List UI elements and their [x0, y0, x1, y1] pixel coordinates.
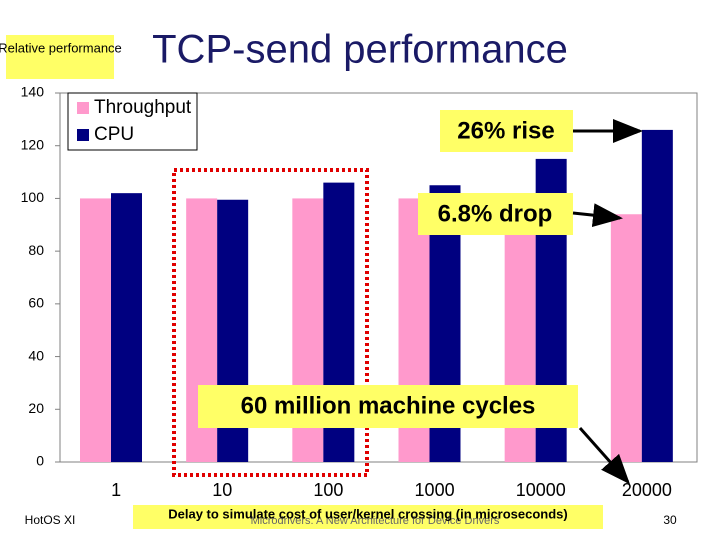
legend-label: CPU: [94, 124, 134, 145]
footer-center: Microdrivers: A New Architecture for Dev…: [251, 515, 500, 527]
legend-label: Throughput: [94, 97, 192, 118]
x-tick-label: 1000: [415, 480, 455, 500]
annotation: 6.8% drop: [438, 200, 553, 227]
legend-swatch: [77, 102, 89, 114]
y-tick-label: 60: [28, 295, 44, 311]
y-label-box: [6, 35, 114, 79]
y-axis-label: Relative performance: [0, 40, 122, 55]
x-label-box: [133, 505, 603, 529]
x-tick-label: 1: [111, 480, 121, 500]
footer-left: HotOS XI: [25, 513, 76, 527]
annotation-box: [198, 385, 578, 428]
arrow: [572, 203, 623, 228]
annotation: 26% rise: [457, 117, 554, 144]
chart-title: TCP-send performance: [152, 28, 568, 72]
bar: [111, 193, 142, 462]
arrow: [578, 427, 630, 485]
x-tick-label: 10: [212, 480, 232, 500]
plot-frame: [59, 92, 698, 463]
y-tick-label: 80: [28, 242, 44, 258]
y-tick-label: 100: [21, 189, 45, 205]
y-tick-label: 0: [36, 453, 44, 469]
highlight-box: [172, 168, 369, 477]
annotation: 60 million machine cycles: [241, 392, 536, 419]
x-tick-label: 20000: [622, 480, 672, 500]
y-tick-label: 140: [21, 84, 45, 100]
bar: [610, 214, 642, 462]
page-number: 30: [663, 513, 677, 527]
x-axis-label: Delay to simulate cost of user/kernel cr…: [168, 506, 568, 521]
bar: [80, 198, 111, 462]
legend-box: [67, 92, 198, 151]
legend-swatch: [77, 129, 89, 141]
bar: [641, 129, 673, 462]
y-tick-label: 40: [28, 347, 44, 363]
y-tick-label: 20: [28, 400, 44, 416]
annotation-box: [440, 110, 573, 152]
x-tick-label: 10000: [516, 480, 566, 500]
x-tick-label: 100: [313, 480, 343, 500]
annotation-box: [418, 193, 573, 235]
y-tick-label: 120: [21, 136, 45, 152]
